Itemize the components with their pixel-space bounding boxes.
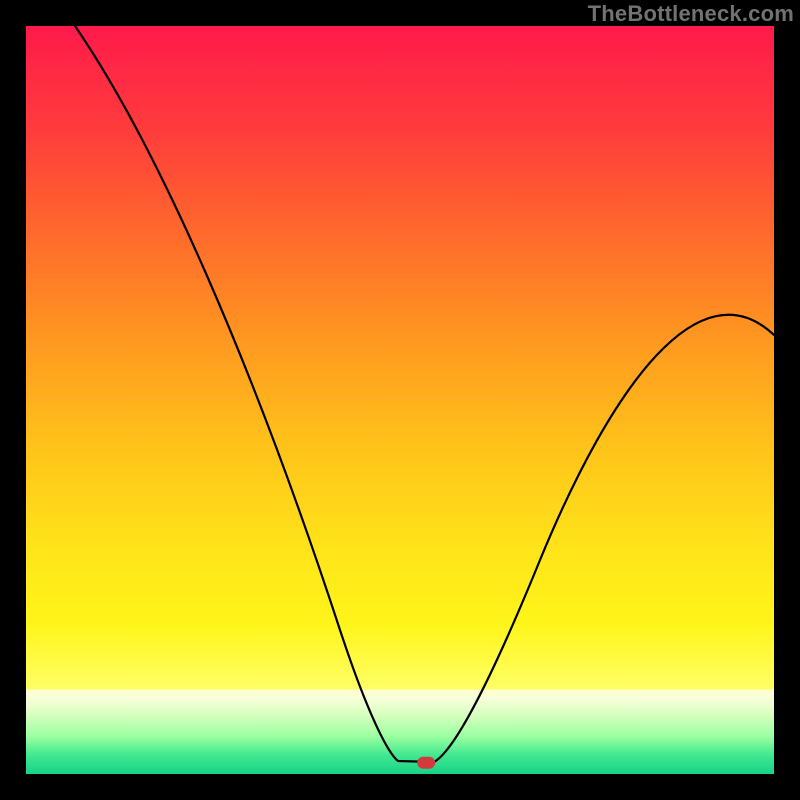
watermark-text: TheBottleneck.com [588,1,794,27]
chart-stage: TheBottleneck.com [0,0,800,800]
bottleneck-curve-chart [0,0,800,800]
optimum-marker [417,757,435,769]
heat-gradient-background [26,26,774,774]
